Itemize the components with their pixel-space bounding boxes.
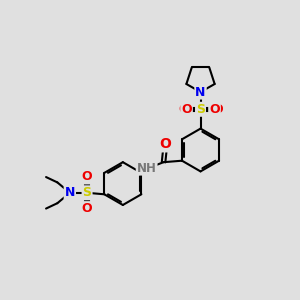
Text: S: S — [82, 186, 91, 199]
Text: NH: NH — [137, 162, 157, 175]
Text: O: O — [82, 202, 92, 215]
Text: O: O — [209, 103, 220, 116]
Text: O: O — [212, 103, 223, 116]
Text: O: O — [82, 170, 92, 183]
Text: O: O — [181, 103, 192, 116]
Text: O: O — [82, 202, 92, 215]
Text: N: N — [195, 85, 206, 98]
Text: O: O — [159, 137, 171, 152]
Text: N: N — [64, 186, 75, 199]
Text: O: O — [178, 103, 189, 116]
Text: O: O — [82, 170, 92, 183]
Text: S: S — [196, 103, 205, 116]
